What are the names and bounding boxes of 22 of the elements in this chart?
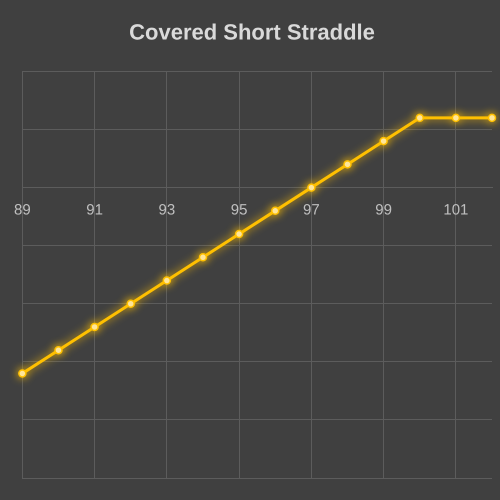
chart-title: Covered Short Straddle bbox=[129, 19, 375, 44]
point bbox=[343, 160, 352, 169]
point bbox=[126, 299, 135, 308]
x-tick-label: 99 bbox=[375, 202, 392, 219]
point bbox=[90, 322, 99, 332]
x-tick-label: 97 bbox=[303, 202, 320, 219]
x-tick-label: 93 bbox=[158, 202, 176, 219]
point bbox=[162, 276, 172, 285]
x-tick-label: 101 bbox=[443, 202, 468, 219]
point bbox=[234, 230, 244, 238]
point bbox=[54, 346, 63, 354]
point bbox=[379, 136, 388, 146]
point bbox=[488, 114, 496, 122]
x-tick-label: 89 bbox=[14, 202, 31, 219]
x-tick-label: 91 bbox=[86, 202, 103, 219]
point bbox=[198, 253, 208, 262]
point bbox=[415, 114, 424, 122]
point bbox=[18, 369, 27, 378]
point bbox=[270, 206, 280, 216]
point bbox=[307, 183, 316, 192]
x-tick-label: 95 bbox=[230, 202, 248, 219]
point bbox=[452, 114, 460, 122]
